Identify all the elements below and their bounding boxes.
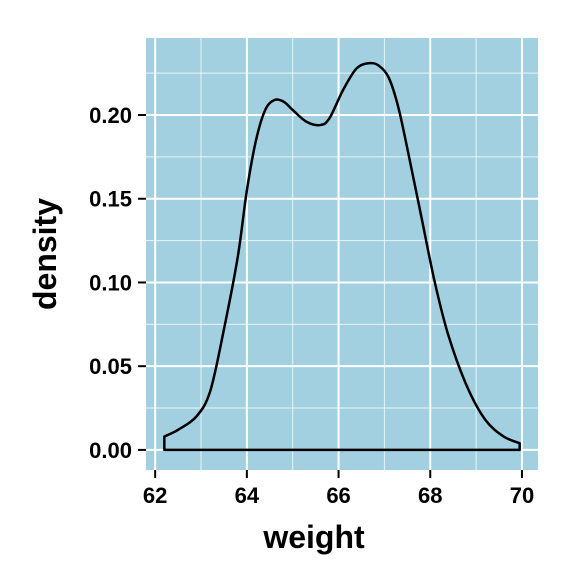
y-tick-labels: 0.00 0.05 0.10 0.15 0.20	[89, 103, 132, 463]
x-tick-label: 68	[418, 483, 442, 508]
x-tick-label: 62	[143, 483, 167, 508]
axis-ticks	[138, 114, 523, 478]
x-tick-label: 64	[235, 483, 260, 508]
y-tick-label: 0.15	[89, 187, 132, 212]
y-tick-label: 0.05	[89, 354, 132, 379]
y-tick-label: 0.00	[89, 438, 132, 463]
x-tick-label: 70	[510, 483, 534, 508]
density-curve	[163, 61, 521, 452]
x-tick-label: 66	[326, 483, 350, 508]
x-axis-title: weight	[262, 519, 365, 555]
series-layer	[163, 61, 521, 452]
y-axis-title: density	[27, 198, 63, 310]
y-tick-label: 0.20	[89, 103, 132, 128]
x-tick-labels: 62 64 66 68 70	[143, 483, 534, 508]
y-tick-label: 0.10	[89, 270, 132, 295]
grid-minor	[146, 38, 538, 470]
